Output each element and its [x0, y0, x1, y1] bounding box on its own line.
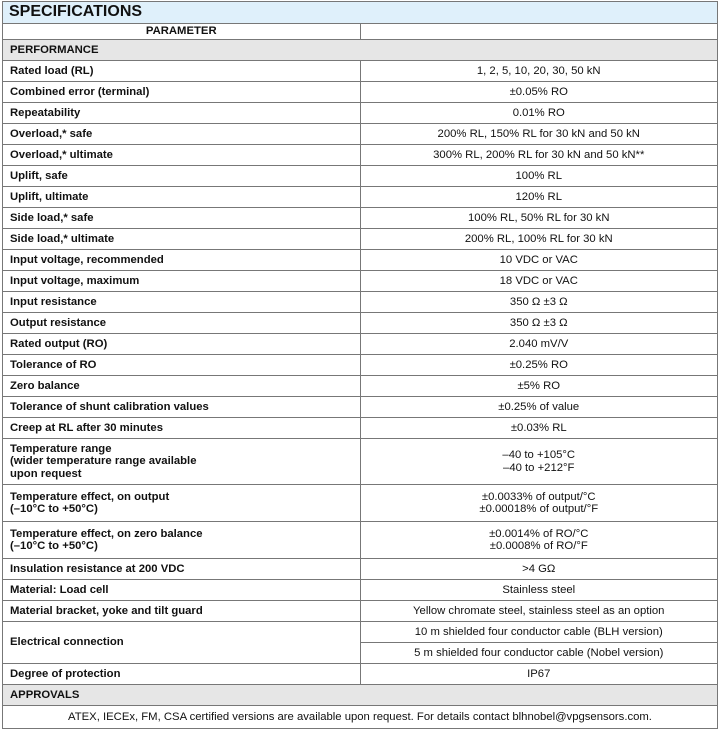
table-row: Repeatability 0.01% RO: [2, 102, 718, 124]
param-label: Input voltage, maximum: [2, 270, 361, 292]
table-row: Temperature effect, on zero balance (–10°…: [2, 521, 718, 559]
param-value: 2.040 mV/V: [359, 333, 718, 355]
param-label: Creep at RL after 30 minutes: [2, 417, 361, 439]
header-parameter: PARAMETER: [2, 23, 361, 40]
param-label: Insulation resistance at 200 VDC: [2, 558, 361, 580]
param-label: Input resistance: [2, 291, 361, 313]
table-row: Input voltage, maximum 18 VDC or VAC: [2, 270, 718, 292]
param-label: Side load,* ultimate: [2, 228, 361, 250]
table-row: Degree of protection IP67: [2, 663, 718, 685]
table-row: Input resistance 350 Ω ±3 Ω: [2, 291, 718, 313]
param-label: Temperature range (wider temperature rang…: [2, 438, 361, 485]
section-performance: PERFORMANCE: [2, 39, 718, 61]
table-row: Zero balance ±5% RO: [2, 375, 718, 397]
table-row: Insulation resistance at 200 VDC >4 GΩ: [2, 558, 718, 580]
table-row: Creep at RL after 30 minutes ±0.03% RL: [2, 417, 718, 439]
table-row: Temperature range (wider temperature rang…: [2, 438, 718, 485]
param-label: Tolerance of shunt calibration values: [2, 396, 361, 418]
table-row: Rated load (RL) 1, 2, 5, 10, 20, 30, 50 k…: [2, 60, 718, 82]
param-label: Rated output (RO): [2, 333, 361, 355]
param-value: IP67: [359, 663, 718, 685]
table-row: Overload,* safe 200% RL, 150% RL for 30 k…: [2, 123, 718, 145]
param-value: ±0.0033% of output/°C ±0.00018% of output…: [359, 484, 718, 522]
table-row: Input voltage, recommended 10 VDC or VAC: [2, 249, 718, 271]
param-value: 5 m shielded four conductor cable (Nobel…: [359, 642, 718, 664]
param-value: 100% RL: [359, 165, 718, 187]
param-value: ±0.05% RO: [359, 81, 718, 103]
section-approvals: APPROVALS: [2, 684, 718, 706]
param-value: 300% RL, 200% RL for 30 kN and 50 kN**: [359, 144, 718, 166]
table-row: Output resistance 350 Ω ±3 Ω: [2, 312, 718, 334]
table-row: Tolerance of shunt calibration values ±0.…: [2, 396, 718, 418]
table-row: Material: Load cell Stainless steel: [2, 579, 718, 601]
table-row: Temperature effect, on output (–10°C to +…: [2, 484, 718, 522]
param-label: Uplift, ultimate: [2, 186, 361, 208]
param-label: Zero balance: [2, 375, 361, 397]
param-value: ±0.03% RL: [359, 417, 718, 439]
param-label: Overload,* safe: [2, 123, 361, 145]
param-value: Yellow chromate steel, stainless steel a…: [359, 600, 718, 622]
param-value: ±0.25% of value: [359, 396, 718, 418]
table-row: Side load,* ultimate 200% RL, 100% RL for…: [2, 228, 718, 250]
param-label: Degree of protection: [2, 663, 361, 685]
param-label: Input voltage, recommended: [2, 249, 361, 271]
param-label: Temperature effect, on output (–10°C to +…: [2, 484, 361, 522]
param-value: 100% RL, 50% RL for 30 kN: [359, 207, 718, 229]
param-value: 10 m shielded four conductor cable (BLH …: [359, 621, 718, 643]
param-label: Material: Load cell: [2, 579, 361, 601]
param-value: ±0.25% RO: [359, 354, 718, 376]
table-row: Combined error (terminal) ±0.05% RO: [2, 81, 718, 103]
param-label: Rated load (RL): [2, 60, 361, 82]
param-value: 200% RL, 100% RL for 30 kN: [359, 228, 718, 250]
param-value: –40 to +105°C –40 to +212°F: [359, 438, 718, 485]
param-value: 200% RL, 150% RL for 30 kN and 50 kN: [359, 123, 718, 145]
header-value: [359, 23, 718, 40]
table-row: Side load,* safe 100% RL, 50% RL for 30 k…: [2, 207, 718, 229]
table-row: Tolerance of RO ±0.25% RO: [2, 354, 718, 376]
param-label: Overload,* ultimate: [2, 144, 361, 166]
param-label: Temperature effect, on zero balance (–10°…: [2, 521, 361, 559]
param-label: Material bracket, yoke and tilt guard: [2, 600, 361, 622]
specifications-table: SPECIFICATIONS PARAMETER PERFORMANCE Rat…: [2, 1, 718, 729]
param-label: Repeatability: [2, 102, 361, 124]
param-value: 120% RL: [359, 186, 718, 208]
param-label: Uplift, safe: [2, 165, 361, 187]
param-value: 1, 2, 5, 10, 20, 30, 50 kN: [359, 60, 718, 82]
table-row: Electrical connection 10 m shielded four…: [2, 621, 718, 664]
table-row: Uplift, ultimate 120% RL: [2, 186, 718, 208]
table-row: Uplift, safe 100% RL: [2, 165, 718, 187]
table-row: Material bracket, yoke and tilt guard Yel…: [2, 600, 718, 622]
table-row: Rated output (RO) 2.040 mV/V: [2, 333, 718, 355]
param-label: Side load,* safe: [2, 207, 361, 229]
param-value: ±5% RO: [359, 375, 718, 397]
approvals-text: ATEX, IECEx, FM, CSA certified versions …: [2, 705, 718, 729]
param-value: 350 Ω ±3 Ω: [359, 291, 718, 313]
param-value: 350 Ω ±3 Ω: [359, 312, 718, 334]
param-label: Electrical connection: [2, 621, 361, 664]
param-value: 10 VDC or VAC: [359, 249, 718, 271]
param-value: Stainless steel: [359, 579, 718, 601]
table-row: Overload,* ultimate 300% RL, 200% RL for …: [2, 144, 718, 166]
param-label: Tolerance of RO: [2, 354, 361, 376]
param-value: ±0.0014% of RO/°C ±0.0008% of RO/°F: [359, 521, 718, 559]
param-value: 0.01% RO: [359, 102, 718, 124]
param-value: >4 GΩ: [359, 558, 718, 580]
param-label: Combined error (terminal): [2, 81, 361, 103]
param-value: 18 VDC or VAC: [359, 270, 718, 292]
param-label: Output resistance: [2, 312, 361, 334]
table-title: SPECIFICATIONS: [2, 1, 718, 24]
